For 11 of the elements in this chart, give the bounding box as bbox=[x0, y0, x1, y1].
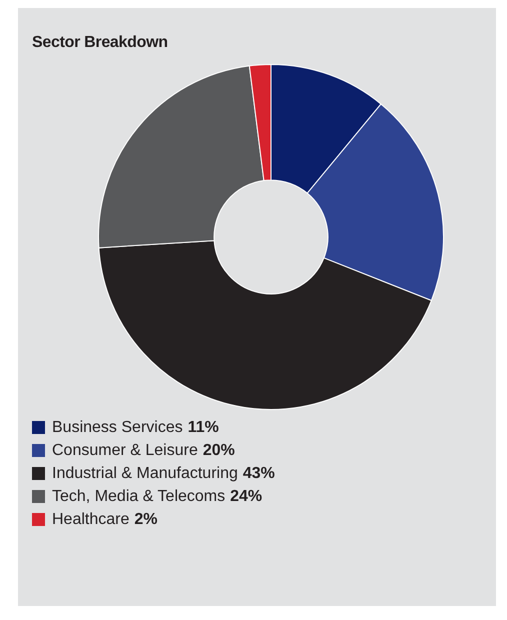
legend-label: Consumer & Leisure bbox=[52, 442, 198, 460]
legend-label: Healthcare bbox=[52, 510, 130, 528]
data-label: 20% bbox=[202, 442, 235, 460]
chart-title: Sector Breakdown bbox=[32, 33, 169, 52]
data-label: 11% bbox=[188, 418, 219, 436]
data-label: 2% bbox=[134, 510, 158, 528]
legend-label: Tech, Media & Telecoms bbox=[52, 488, 226, 506]
data-label: 24% bbox=[230, 488, 262, 506]
legend-label: Business Services bbox=[52, 418, 183, 436]
legend-label: Industrial & Manufacturing bbox=[52, 464, 238, 482]
data-label: 43% bbox=[242, 464, 275, 482]
